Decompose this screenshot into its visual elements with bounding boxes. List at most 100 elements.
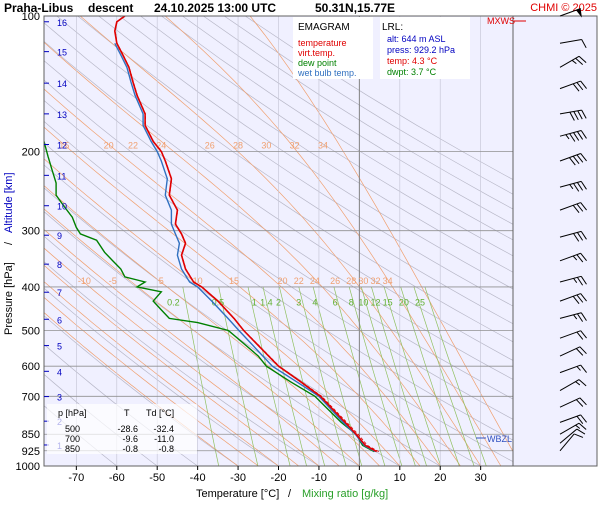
isotherm-label-mid: -5 (109, 276, 117, 286)
table-cell-t-850: -0.8 (122, 444, 138, 454)
legend-item-dew-point: dew point (298, 58, 337, 68)
mixing-ratio-label: 6 (333, 298, 338, 308)
altitude-tick-label: 14 (57, 79, 67, 89)
x-tick-label: -40 (190, 472, 206, 484)
mixing-ratio-label: 4 (312, 298, 317, 308)
mxws-label: MXWS (487, 16, 515, 26)
isotherm-label-mid: 26 (330, 276, 340, 286)
isotherm-label-mid: -10 (78, 276, 91, 286)
altitude-tick-label: 15 (57, 48, 67, 58)
altitude-tick-label: 3 (57, 393, 62, 403)
mixing-ratio-label: 8 (349, 298, 354, 308)
altitude-tick-label: 16 (57, 18, 67, 28)
y-tick-label: 400 (22, 282, 40, 294)
table-header-temp: T (124, 408, 130, 418)
isotherm-label-mid: 5 (159, 276, 164, 286)
table-header-dewpoint: Td [°C] (146, 408, 174, 418)
y-tick-label: 925 (22, 446, 40, 458)
x-axis-title: Temperature [°C] / Mixing ratio [g/kg] (196, 488, 388, 500)
table-cell-p-850: 850 (65, 444, 80, 454)
altitude-tick-label: 6 (57, 315, 62, 325)
y-tick-label: 100 (22, 11, 40, 23)
lrl-altitude: alt: 644 m ASL (387, 34, 446, 44)
mixing-ratio-label: 20 (399, 298, 409, 308)
isotherm-label-top: 24 (156, 140, 166, 150)
legend: EMAGRAM temperature virt.temp. dew point… (293, 17, 373, 79)
x-tick-label: -20 (271, 472, 287, 484)
copyright-label: CHMI © 2025 (530, 2, 597, 14)
x-axis-title-mr: Mixing ratio [g/kg] (302, 488, 388, 500)
isotherm-label-mid: 28 (346, 276, 356, 286)
y-tick-label: 1000 (16, 461, 40, 473)
legend-item-wet-bulb: wet bulb temp. (297, 68, 357, 78)
lrl-box: LRL: alt: 644 m ASL press: 929.2 hPa tem… (380, 17, 470, 79)
y-axis-title-sep: / (3, 241, 15, 245)
altitude-tick-label: 4 (57, 367, 62, 377)
y-tick-label: 700 (22, 391, 40, 403)
y-axis-title-altitude: Altitude [km] (3, 172, 15, 233)
chart-header-coords: 50.31N,15.77E (315, 1, 395, 15)
altitude-tick-label: 12 (57, 141, 67, 151)
mixing-ratio-label: 0.2 (167, 298, 180, 308)
x-tick-label: -10 (311, 472, 327, 484)
lrl-dewpoint: dwpt: 3.7 °C (387, 67, 437, 77)
isotherm-label-mid: 34 (383, 276, 393, 286)
table-cell-td-850: -0.8 (158, 444, 174, 454)
x-tick-label: -30 (230, 472, 246, 484)
mixing-ratio-label: 3 (296, 298, 301, 308)
isotherm-label-mid: 32 (371, 276, 381, 286)
isotherm-label-mid: 15 (229, 276, 239, 286)
isotherm-label-top: 22 (128, 140, 138, 150)
table-cell-td-700: -11.0 (154, 434, 174, 444)
isotherm-label-top: 28 (233, 140, 243, 150)
table-cell-td-500: -32.4 (153, 424, 174, 434)
x-tick-label: -50 (149, 472, 165, 484)
table-header-pressure: p [hPa] (58, 408, 87, 418)
altitude-tick-label: 8 (57, 260, 62, 270)
mixing-ratio-label: 2 (276, 298, 281, 308)
isotherm-label-mid: 24 (310, 276, 320, 286)
isotherm-label-top: 20 (104, 140, 114, 150)
mixing-ratio-label: 10 (358, 298, 368, 308)
x-tick-label: 0 (356, 472, 362, 484)
y-axis-title-pressure: Pressure [hPa] (3, 262, 15, 335)
lrl-pressure: press: 929.2 hPa (387, 45, 455, 55)
isotherm-label-mid: 20 (278, 276, 288, 286)
y-tick-label: 850 (22, 429, 40, 441)
table-cell-t-700: -9.6 (122, 434, 138, 444)
mixing-ratio-label: 15 (383, 298, 393, 308)
x-tick-label: -70 (68, 472, 84, 484)
isotherm-label-top: 30 (261, 140, 271, 150)
legend-item-temperature: temperature (298, 38, 347, 48)
altitude-tick-label: 11 (57, 171, 66, 181)
y-tick-label: 300 (22, 226, 40, 238)
isotherm-label-mid: 30 (358, 276, 368, 286)
table-cell-t-500: -28.6 (117, 424, 138, 434)
altitude-tick-label: 7 (57, 288, 62, 298)
level-table: p [hPa] T Td [°C] 500 -28.6 -32.4 700 -9… (47, 404, 197, 454)
table-cell-p-700: 700 (65, 434, 80, 444)
y-axis-title: Pressure [hPa] / Altitude [km] (3, 172, 15, 335)
wbzl-label: WBZL (487, 434, 512, 444)
x-tick-label: 20 (434, 472, 446, 484)
x-tick-label: -60 (109, 472, 125, 484)
x-axis-title-temp: Temperature [°C] (196, 488, 279, 500)
altitude-tick-label: 13 (57, 110, 67, 120)
legend-item-virt-temp: virt.temp. (298, 48, 335, 58)
y-tick-label: 600 (22, 361, 40, 373)
mixing-ratio-label: 12 (371, 298, 381, 308)
chart-header-type: descent (88, 1, 133, 15)
y-tick-label: 500 (22, 326, 40, 338)
altitude-tick-label: 5 (57, 342, 62, 352)
mixing-ratio-label: 25 (415, 298, 425, 308)
isotherm-label-top: 32 (290, 140, 300, 150)
altitude-tick-label: 10 (57, 202, 67, 212)
x-tick-label: 10 (394, 472, 406, 484)
x-tick-label: 30 (475, 472, 487, 484)
mixing-ratio-label: 1 (252, 298, 257, 308)
lrl-temperature: temp: 4.3 °C (387, 56, 438, 66)
altitude-tick-label: 9 (57, 231, 62, 241)
wind-panel-background (513, 16, 597, 466)
